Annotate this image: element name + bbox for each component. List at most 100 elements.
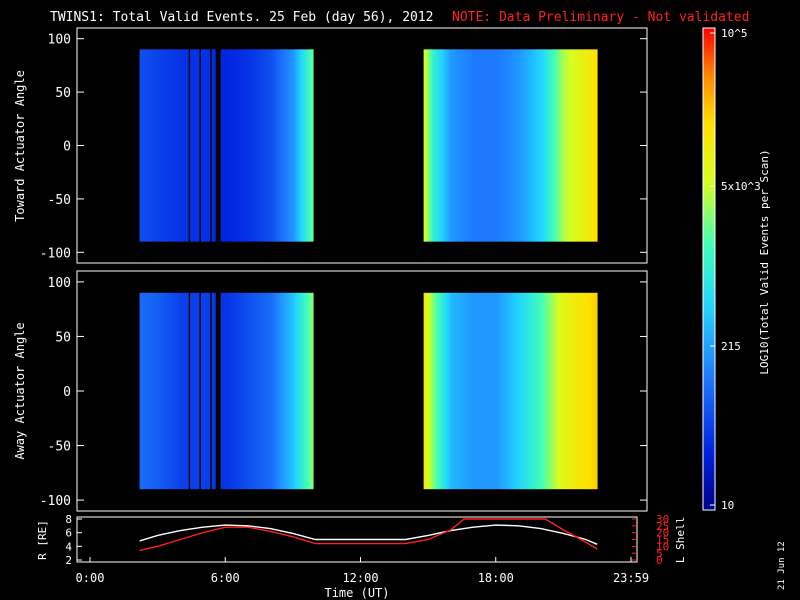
toward-heatmap-cell xyxy=(425,49,428,242)
toward-heatmap-cell xyxy=(483,49,486,242)
away-heatmap-cell xyxy=(289,292,292,490)
away-heatmap-cell xyxy=(298,292,301,490)
away-heatmap-cell xyxy=(429,292,432,490)
toward-heatmap-cell xyxy=(282,49,285,242)
away-heatmap-cell xyxy=(542,292,545,490)
toward-heatmap-cell xyxy=(594,49,598,242)
away-heatmap-cell xyxy=(229,292,232,490)
away-heatmap-cell xyxy=(499,292,502,490)
toward-heatmap-cell xyxy=(560,49,563,242)
toward-heatmap-cell xyxy=(457,49,461,242)
toward-heatmap-cell xyxy=(486,49,489,242)
away-heatmap-cell xyxy=(511,292,515,490)
away-heatmap-cell xyxy=(443,292,446,490)
toward-heatmap-cell xyxy=(193,49,196,242)
toward-heatmap-cell xyxy=(526,49,529,242)
toward-heatmap-cell xyxy=(542,49,545,242)
away-heatmap-cell xyxy=(475,292,479,490)
toward-heatmap-cell xyxy=(229,49,232,242)
away-heatmap-cell xyxy=(208,292,211,490)
toward-heatmap-cell xyxy=(546,49,549,242)
radius-tick-label: 2 xyxy=(65,554,72,567)
away-heatmap-cell xyxy=(271,292,274,490)
away-heatmap-cell xyxy=(483,292,486,490)
away-heatmap-cell xyxy=(307,292,310,490)
away-heatmap-cell xyxy=(251,292,254,490)
away-heatmap-cell xyxy=(492,292,495,490)
toward-heatmap-cell xyxy=(285,49,288,242)
toward-heatmap-cell xyxy=(238,49,241,242)
time-tick-label: 12:00 xyxy=(342,571,378,585)
away-heatmap-cell xyxy=(273,292,276,490)
away-heatmap-cell xyxy=(193,292,196,490)
away-heatmap-cell xyxy=(282,292,285,490)
away-heatmap-cell xyxy=(305,292,308,490)
toward-heatmap-cell xyxy=(447,49,450,242)
toward-heatmap-cell xyxy=(276,49,279,242)
toward-heatmap-cell xyxy=(264,49,267,242)
toward-heatmap-cell xyxy=(240,49,243,242)
away-heatmap-cell xyxy=(139,292,142,490)
away-heatmap-cell xyxy=(558,292,562,490)
toward-heatmap-cell xyxy=(283,49,287,242)
l-shell-tick-label: 15 xyxy=(656,534,669,547)
y-tick-label: 0 xyxy=(63,140,71,155)
away-heatmap-cell xyxy=(589,292,592,490)
away-heatmap-cell xyxy=(262,292,265,490)
toward-heatmap-cell xyxy=(166,49,169,242)
toward-heatmap-cell xyxy=(265,49,269,242)
away-heatmap-cell xyxy=(430,292,434,490)
away-heatmap-cell xyxy=(504,292,507,490)
toward-heatmap-cell xyxy=(249,49,252,242)
away-heatmap-cell xyxy=(310,292,314,490)
away-heatmap-cell xyxy=(172,292,175,490)
toward-heatmap-cell xyxy=(226,49,229,242)
toward-heatmap-cell xyxy=(548,49,551,242)
radius-axis-label: R [RE] xyxy=(36,520,49,560)
toward-heatmap-cell xyxy=(145,49,148,242)
toward-heatmap-cell xyxy=(312,49,314,242)
toward-heatmap-cell xyxy=(582,49,585,242)
away-heatmap-cell xyxy=(448,292,452,490)
away-heatmap-cell xyxy=(573,292,576,490)
away-heatmap-cell xyxy=(472,292,475,490)
away-heatmap-cell xyxy=(267,292,270,490)
toward-heatmap-cell xyxy=(445,49,448,242)
toward-heatmap-cell xyxy=(484,49,488,242)
away-heatmap-cell xyxy=(454,292,457,490)
toward-heatmap-cell xyxy=(429,49,432,242)
away-heatmap-cell xyxy=(291,292,294,490)
away-heatmap-cell xyxy=(164,292,168,490)
toward-heatmap-cell xyxy=(466,49,470,242)
toward-heatmap-cell xyxy=(584,49,587,242)
radius-tick-label: 6 xyxy=(65,527,72,540)
away-heatmap-cell xyxy=(479,292,482,490)
away-heatmap-cell xyxy=(524,292,527,490)
away-heatmap-cell xyxy=(238,292,241,490)
l-shell-axis-label: L Shell xyxy=(674,517,687,563)
away-heatmap-cell xyxy=(161,292,164,490)
toward-heatmap-cell xyxy=(163,49,166,242)
toward-heatmap-cell xyxy=(596,49,598,242)
toward-heatmap-cell xyxy=(267,49,270,242)
away-heatmap-cell xyxy=(247,292,250,490)
time-tick-label: 0:00 xyxy=(76,571,105,585)
l-shell-series-line xyxy=(139,518,598,552)
away-heatmap-cell xyxy=(587,292,590,490)
away-heatmap-cell xyxy=(461,292,464,490)
away-heatmap-cell xyxy=(301,292,305,490)
toward-heatmap-cell xyxy=(591,49,594,242)
away-heatmap-cell xyxy=(502,292,506,490)
toward-heatmap-cell xyxy=(155,49,159,242)
away-heatmap-cell xyxy=(245,292,249,490)
colorbar-gradient xyxy=(702,27,716,511)
toward-heatmap-cell xyxy=(575,49,578,242)
toward-heatmap-cell xyxy=(499,49,502,242)
preliminary-note: NOTE: Data Preliminary - Not validated xyxy=(452,10,749,25)
colorbar-tick-label: 5x10^3 xyxy=(721,180,761,193)
toward-heatmap-cell xyxy=(504,49,507,242)
away-heatmap-cell xyxy=(240,292,243,490)
toward-heatmap-cell xyxy=(452,49,455,242)
toward-heatmap-cell xyxy=(172,49,175,242)
toward-heatmap-cell xyxy=(255,49,258,242)
